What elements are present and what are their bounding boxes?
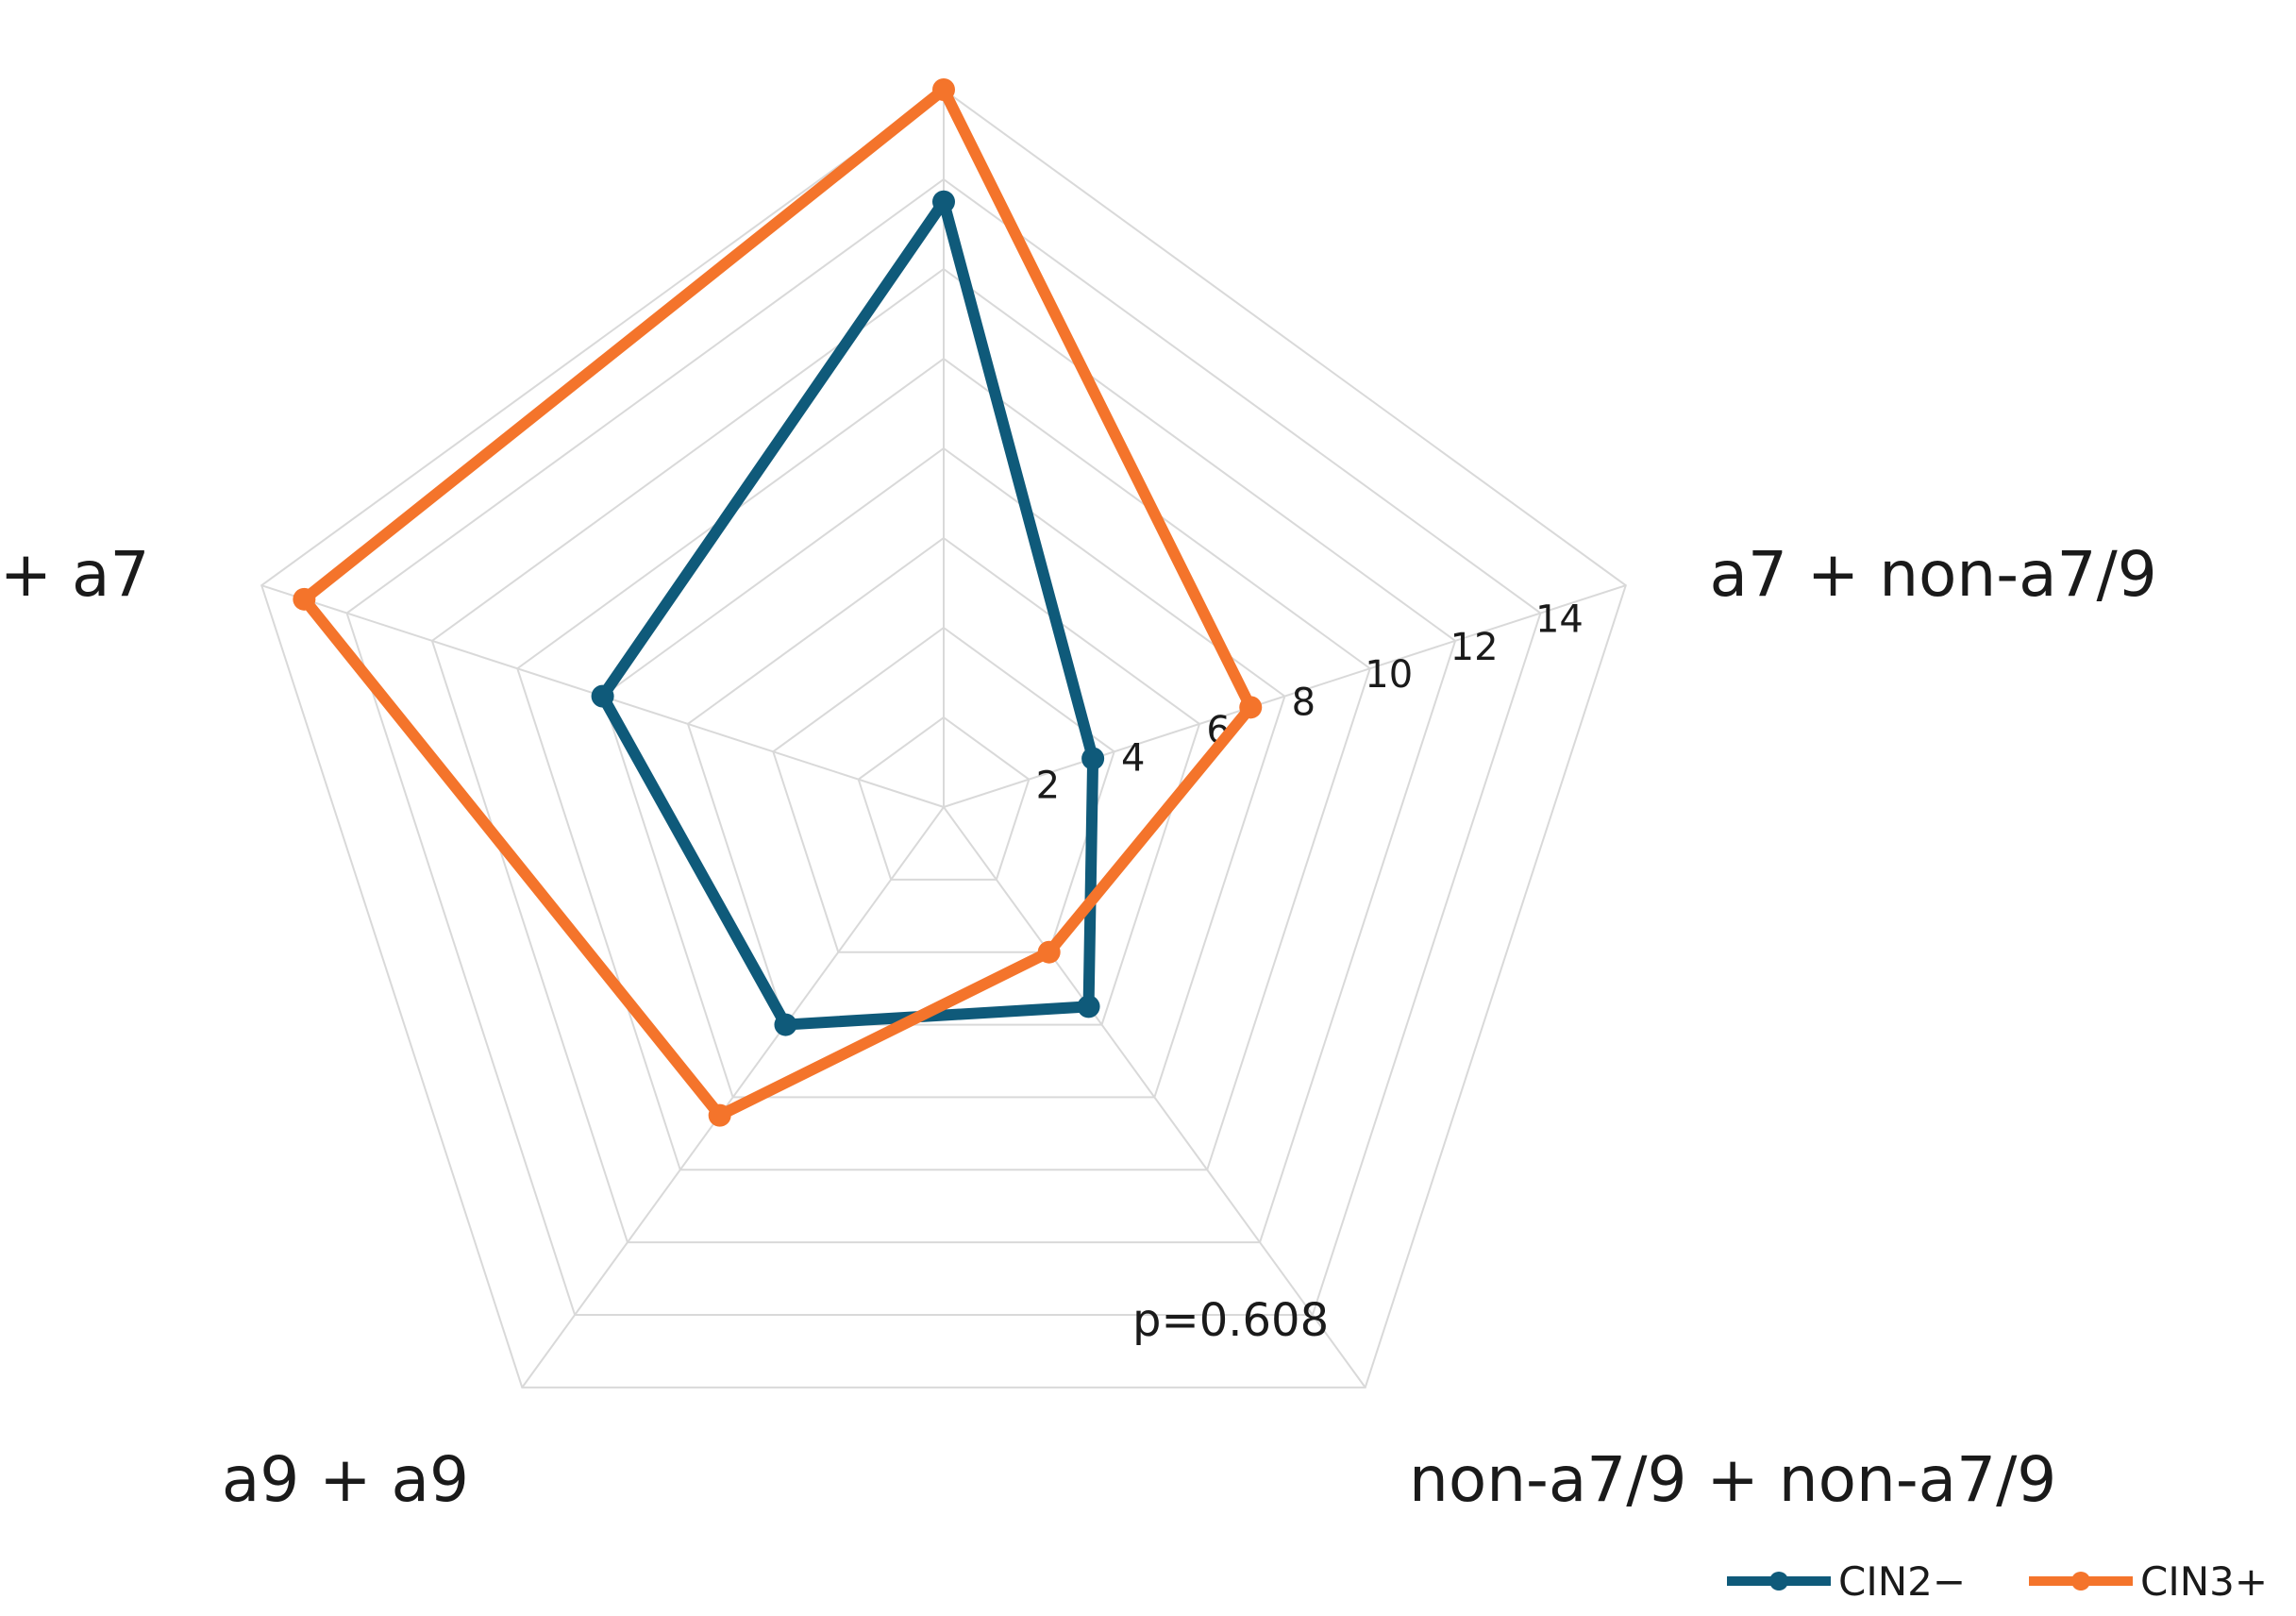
legend-label-1: CIN3+ — [2140, 1558, 2268, 1605]
p-value-annotation: p=0.608 — [1132, 1294, 1329, 1347]
series-0-point-4 — [591, 684, 614, 708]
series-1-point-2 — [1037, 940, 1061, 964]
grid-ring-16 — [260, 88, 1627, 1389]
axis-label-2: non-a7/9 + non-a7/9 — [1409, 1443, 2056, 1516]
series-0-point-0 — [932, 190, 955, 213]
series-0 — [591, 190, 1105, 1036]
tick-label-12: 12 — [1450, 626, 1499, 669]
series-1 — [293, 78, 1263, 1127]
tick-label-2: 2 — [1036, 765, 1060, 808]
legend-label-0: CIN2− — [1838, 1558, 1966, 1605]
spoke-1 — [943, 584, 1627, 808]
legend-marker-1 — [2071, 1572, 2090, 1591]
spoke-3 — [521, 806, 945, 1389]
axis-label-1: a7 + non-a7/9 — [1710, 538, 2157, 611]
series-1-point-1 — [1239, 696, 1263, 719]
axis-label-3: a9 + a9 — [222, 1443, 469, 1516]
series-0-point-2 — [1077, 995, 1100, 1018]
series-0-point-3 — [774, 1013, 797, 1036]
legend-marker-0 — [1769, 1572, 1788, 1591]
tick-label-14: 14 — [1535, 598, 1584, 642]
series-1-point-3 — [708, 1103, 731, 1127]
series-1-point-0 — [932, 78, 955, 101]
tick-label-8: 8 — [1292, 682, 1316, 725]
series-1-point-4 — [293, 587, 316, 611]
legend: CIN2− CIN3+ — [1727, 1558, 2268, 1605]
series-line-0 — [596, 195, 1099, 1031]
tick-label-10: 10 — [1365, 653, 1413, 697]
tick-label-4: 4 — [1121, 736, 1145, 780]
grid-ring-14 — [345, 177, 1542, 1316]
radar-grid — [260, 88, 1627, 1389]
grid-ring-6 — [686, 536, 1201, 1026]
axis-label-4: a9 + a7 — [0, 538, 149, 611]
series-layer — [293, 78, 1263, 1127]
series-line-1 — [298, 84, 1257, 1121]
grid-ring-2 — [857, 715, 1031, 881]
series-0-point-1 — [1081, 747, 1105, 770]
spoke-2 — [943, 806, 1366, 1389]
grid-ring-10 — [516, 357, 1371, 1171]
grid-ring-12 — [430, 267, 1457, 1244]
